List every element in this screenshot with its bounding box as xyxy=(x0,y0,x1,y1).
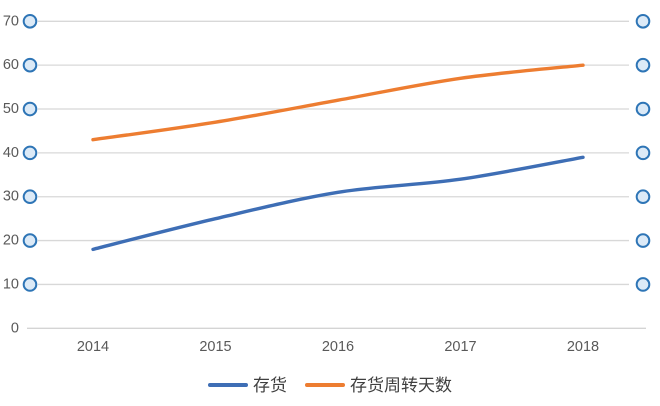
axis-ring-marker-right xyxy=(635,189,651,205)
legend-label-inventory-turnover-days: 存货周转天数 xyxy=(350,375,452,395)
axis-ring-marker-right xyxy=(635,101,651,117)
axis-ring-marker-right xyxy=(635,145,651,161)
y-tick-label: 50 xyxy=(3,101,19,117)
axis-ring-marker-left xyxy=(22,13,38,29)
y-tick-label: 40 xyxy=(3,145,19,161)
chart-legend: 存货 存货周转天数 xyxy=(0,372,660,398)
legend-item-inventory[interactable]: 存货 xyxy=(208,377,287,394)
y-tick-label: 0 xyxy=(11,320,19,336)
axis-ring-marker-left xyxy=(22,277,38,292)
x-tick-label: 2017 xyxy=(444,339,476,355)
legend-label-inventory: 存货 xyxy=(253,375,287,395)
axis-ring-marker-right xyxy=(635,13,651,29)
legend-item-inventory-turnover-days[interactable]: 存货周转天数 xyxy=(305,377,452,394)
series-line-inventory xyxy=(91,155,585,252)
x-tick-label: 2014 xyxy=(77,339,109,355)
axis-ring-marker-left xyxy=(22,189,38,205)
axis-ring-marker-left xyxy=(22,233,38,248)
axis-ring-marker-right xyxy=(635,277,651,292)
legend-line-marker-inventory xyxy=(208,383,248,387)
series-line-inventory-turnover-days xyxy=(91,63,585,142)
axis-ring-marker-right xyxy=(635,233,651,248)
axis-ring-marker-right xyxy=(635,57,651,73)
axis-ring-marker-left xyxy=(22,101,38,117)
legend-line-marker-inventory-turnover-days xyxy=(305,383,345,387)
axis-ring-marker-left xyxy=(22,57,38,73)
x-tick-label: 2015 xyxy=(199,339,231,355)
x-tick-label: 2018 xyxy=(567,339,599,355)
y-tick-label: 60 xyxy=(3,57,19,73)
plot-area: 0 10 20 30 40 50 60 70 2014 2015 2016 2017 2018 xyxy=(3,13,651,355)
y-tick-label: 20 xyxy=(3,233,19,249)
x-tick-label: 2016 xyxy=(322,339,354,355)
y-tick-label: 70 xyxy=(3,13,19,29)
y-tick-label: 30 xyxy=(3,189,19,205)
axis-ring-marker-left xyxy=(22,145,38,161)
y-tick-label: 10 xyxy=(3,276,19,292)
